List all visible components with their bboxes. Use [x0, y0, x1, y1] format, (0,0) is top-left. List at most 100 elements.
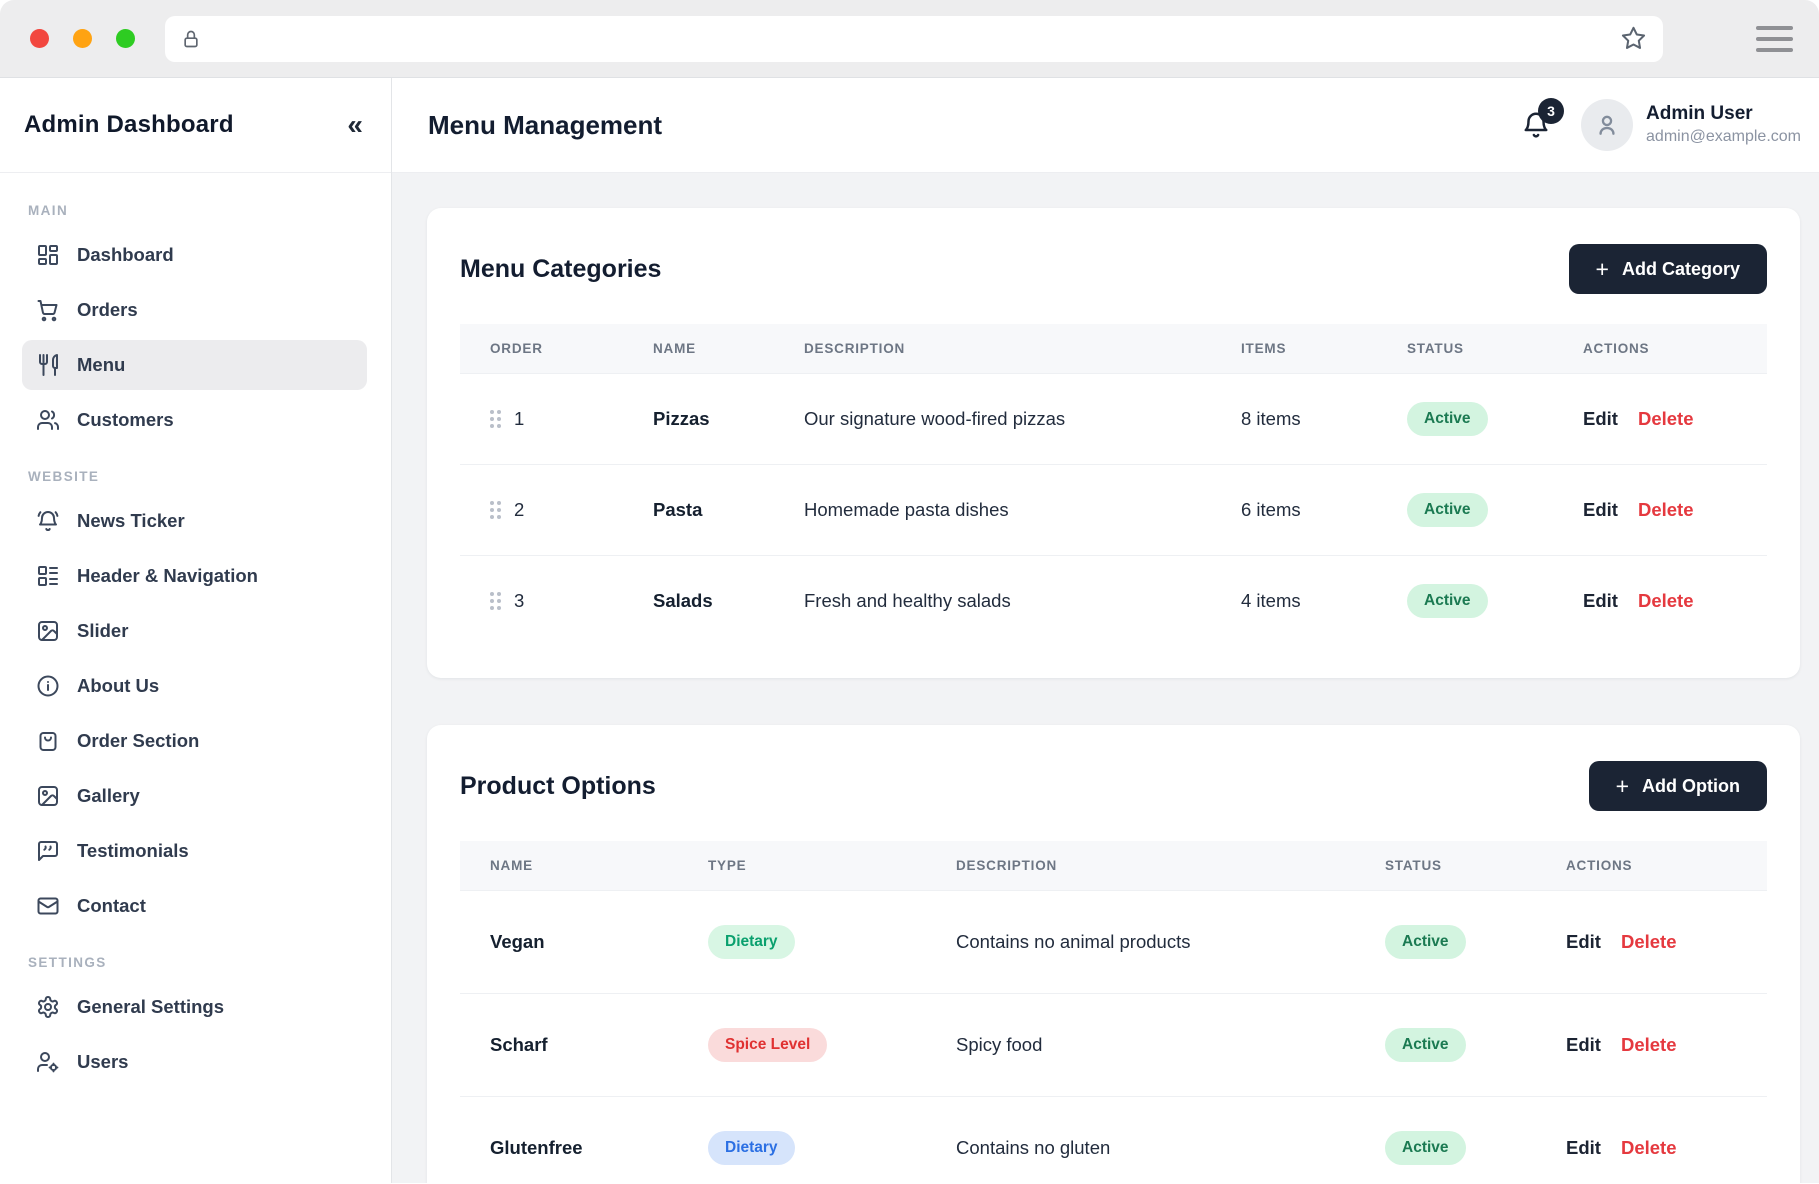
- minimize-window-button[interactable]: [73, 29, 92, 48]
- sidebar-item-label: Customers: [77, 409, 174, 430]
- delete-button[interactable]: Delete: [1620, 931, 1677, 952]
- status-badge: Active: [1385, 1131, 1466, 1165]
- category-items-count: 8 items: [1211, 373, 1377, 465]
- col-header-status: STATUS: [1355, 841, 1536, 891]
- status-badge: Active: [1407, 493, 1488, 527]
- sidebar-item-label: Testimonials: [77, 840, 189, 861]
- category-description: Fresh and healthy salads: [774, 555, 1211, 646]
- edit-button[interactable]: Edit: [1566, 931, 1601, 952]
- sidebar: Admin Dashboard « MAIN Dashboard Orders …: [0, 78, 392, 1183]
- options-table: NAME TYPE DESCRIPTION STATUS ACTIONS Veg…: [460, 841, 1767, 1183]
- edit-button[interactable]: Edit: [1566, 1034, 1601, 1055]
- user-icon: [1599, 115, 1615, 135]
- url-input[interactable]: [213, 29, 1620, 48]
- sidebar-item-label: Slider: [77, 620, 129, 641]
- delete-button[interactable]: Delete: [1637, 590, 1694, 611]
- lock-icon: [184, 30, 198, 47]
- col-header-items: ITEMS: [1211, 324, 1377, 374]
- edit-button[interactable]: Edit: [1583, 499, 1618, 520]
- option-name: Vegan: [460, 890, 678, 994]
- close-window-button[interactable]: [30, 29, 49, 48]
- maximize-window-button[interactable]: [116, 29, 135, 48]
- sidebar-item-header-navigation[interactable]: Header & Navigation: [22, 551, 367, 601]
- browser-menu-icon[interactable]: [1756, 25, 1793, 52]
- menu-categories-card: Menu Categories + Add Category ORDER NAM…: [427, 208, 1800, 678]
- sidebar-item-news-ticker[interactable]: News Ticker: [22, 496, 367, 546]
- col-header-type: TYPE: [678, 841, 926, 891]
- sidebar-item-orders[interactable]: Orders: [22, 285, 367, 335]
- category-items-count: 4 items: [1211, 555, 1377, 646]
- category-name: Pizzas: [623, 373, 774, 465]
- type-badge: Dietary: [708, 1131, 795, 1165]
- col-header-status: STATUS: [1377, 324, 1553, 374]
- edit-button[interactable]: Edit: [1566, 1137, 1601, 1158]
- gear-icon: [38, 996, 58, 1018]
- sidebar-item-label: Order Section: [77, 730, 200, 751]
- image-icon: [38, 786, 58, 806]
- status-badge: Active: [1407, 402, 1488, 436]
- delete-button[interactable]: Delete: [1637, 499, 1694, 520]
- sidebar-item-testimonials[interactable]: Testimonials: [22, 826, 367, 876]
- drag-handle-icon[interactable]: [490, 410, 494, 414]
- table-row: 1 Pizzas Our signature wood-fired pizzas…: [460, 373, 1767, 465]
- sidebar-item-users[interactable]: Users: [22, 1037, 367, 1087]
- plus-icon: +: [1595, 255, 1609, 282]
- sidebar-item-contact[interactable]: Contact: [22, 881, 367, 931]
- section-label-settings: SETTINGS: [28, 955, 107, 970]
- sidebar-collapse-icon[interactable]: «: [347, 109, 363, 140]
- delete-button[interactable]: Delete: [1620, 1137, 1677, 1158]
- add-category-button[interactable]: + Add Category: [1568, 244, 1767, 294]
- type-badge: Spice Level: [708, 1028, 828, 1062]
- sidebar-item-slider[interactable]: Slider: [22, 606, 367, 656]
- content: Menu Categories + Add Category ORDER NAM…: [392, 173, 1819, 1183]
- delete-button[interactable]: Delete: [1637, 408, 1694, 429]
- sidebar-item-dashboard[interactable]: Dashboard: [22, 230, 367, 280]
- bell-ring-icon: [37, 511, 59, 532]
- product-options-card: Product Options + Add Option NAME TYPE: [427, 725, 1800, 1183]
- shopping-bag-icon: [39, 732, 57, 751]
- drag-handle-icon[interactable]: [490, 592, 494, 596]
- avatar[interactable]: [1581, 99, 1634, 151]
- col-header-name: NAME: [460, 841, 678, 891]
- sidebar-item-label: Users: [77, 1051, 129, 1072]
- section-label-main: MAIN: [28, 203, 69, 218]
- user-name: Admin User: [1646, 103, 1753, 125]
- order-number: 1: [514, 408, 525, 429]
- order-number: 3: [514, 590, 525, 611]
- sidebar-item-order-section[interactable]: Order Section: [22, 716, 367, 766]
- col-header-description: DESCRIPTION: [926, 841, 1355, 891]
- option-name: Glutenfree: [460, 1096, 678, 1183]
- sidebar-item-general-settings[interactable]: General Settings: [22, 982, 367, 1032]
- image-icon: [38, 621, 58, 641]
- sidebar-item-gallery[interactable]: Gallery: [22, 771, 367, 821]
- status-badge: Active: [1385, 1028, 1466, 1062]
- sidebar-item-about-us[interactable]: About Us: [22, 661, 367, 711]
- table-row: 3 Salads Fresh and healthy salads 4 item…: [460, 555, 1767, 646]
- bell-icon: [1524, 112, 1548, 138]
- address-bar[interactable]: [165, 15, 1663, 62]
- browser-chrome: [0, 0, 1819, 78]
- sidebar-item-menu[interactable]: Menu: [22, 340, 367, 390]
- drag-handle-icon[interactable]: [490, 501, 494, 505]
- sidebar-item-label: About Us: [77, 675, 160, 696]
- user-menu[interactable]: Admin User admin@example.com: [1646, 102, 1801, 147]
- main-area: Menu Management 3 Admin User admin@examp…: [392, 78, 1819, 1183]
- sidebar-item-label: General Settings: [77, 996, 225, 1017]
- bookmark-star-icon[interactable]: [1620, 25, 1647, 52]
- category-items-count: 6 items: [1211, 464, 1377, 556]
- category-name: Salads: [623, 555, 774, 646]
- notifications-button[interactable]: 3: [1521, 98, 1565, 140]
- delete-button[interactable]: Delete: [1620, 1034, 1677, 1055]
- edit-button[interactable]: Edit: [1583, 408, 1618, 429]
- option-description: Contains no animal products: [926, 890, 1355, 994]
- shopping-cart-icon: [37, 300, 58, 322]
- col-header-actions: ACTIONS: [1553, 324, 1767, 374]
- categories-table: ORDER NAME DESCRIPTION ITEMS STATUS ACTI…: [460, 324, 1767, 646]
- users-icon: [37, 410, 59, 430]
- page-title: Menu Management: [428, 109, 663, 140]
- add-option-button[interactable]: + Add Option: [1588, 761, 1767, 811]
- utensils-icon: [39, 354, 58, 376]
- sidebar-item-label: Gallery: [77, 785, 140, 806]
- sidebar-item-customers[interactable]: Customers: [22, 395, 367, 445]
- edit-button[interactable]: Edit: [1583, 590, 1618, 611]
